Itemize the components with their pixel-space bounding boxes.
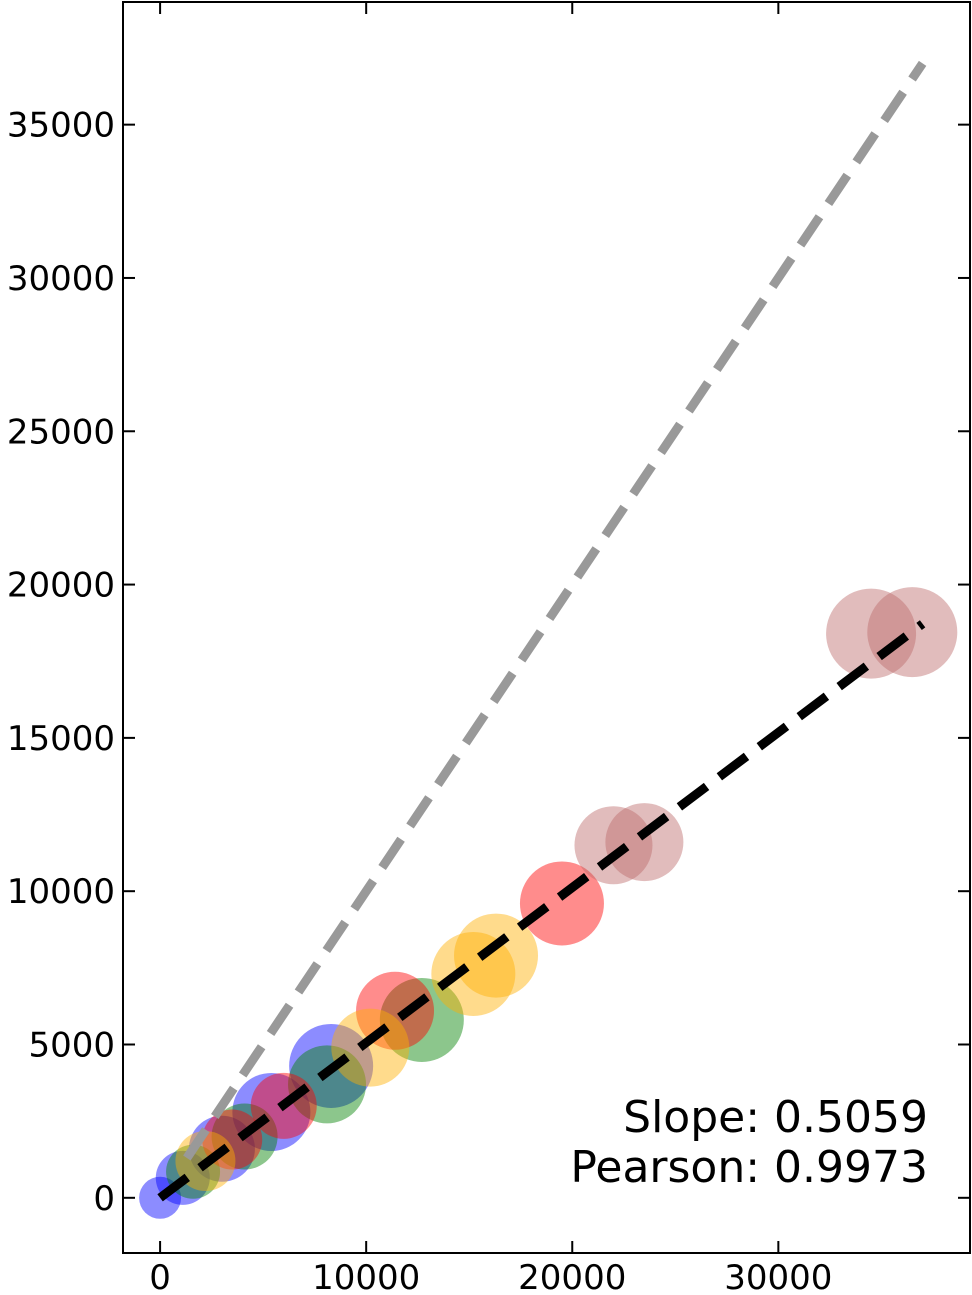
data-point-4-2 <box>826 588 917 679</box>
y-tick-label: 30000 <box>7 259 115 299</box>
plot-frame <box>122 1 971 1254</box>
x-tick-label: 0 <box>149 1258 171 1295</box>
data-point-1-3 <box>379 977 464 1062</box>
x-tick-label: 10000 <box>312 1258 420 1295</box>
data-point-4-3 <box>867 587 958 678</box>
data-point-4-0 <box>574 806 653 885</box>
x-tick-label: 30000 <box>724 1258 832 1295</box>
y-tick-label: 20000 <box>7 566 115 606</box>
y-tick-label: 5000 <box>28 1026 115 1066</box>
fit-line <box>157 620 926 1202</box>
data-point-3-3 <box>454 913 539 998</box>
x-tick-label: 20000 <box>518 1258 626 1295</box>
y-tick-label: 15000 <box>7 719 115 759</box>
pearson-annotation: Pearson: 0.9973 <box>570 1142 928 1193</box>
data-point-1-2 <box>288 1045 367 1124</box>
y-tick-label: 0 <box>93 1179 115 1219</box>
data-point-3-1 <box>331 1008 410 1087</box>
y-tick-label: 35000 <box>7 106 115 146</box>
y-tick-label: 10000 <box>7 872 115 912</box>
y-tick-label: 25000 <box>7 412 115 452</box>
data-point-4-1 <box>605 803 684 882</box>
data-point-3-2 <box>431 931 516 1016</box>
points-layer <box>139 587 958 1219</box>
reference-lines-layer <box>157 60 927 1202</box>
slope-annotation: Slope: 0.5059 <box>623 1092 928 1143</box>
identity-line <box>183 60 927 1161</box>
ticks-layer: 0 10000 20000 30000 0 5000 10000 15000 20000 2500… <box>7 2 970 1295</box>
